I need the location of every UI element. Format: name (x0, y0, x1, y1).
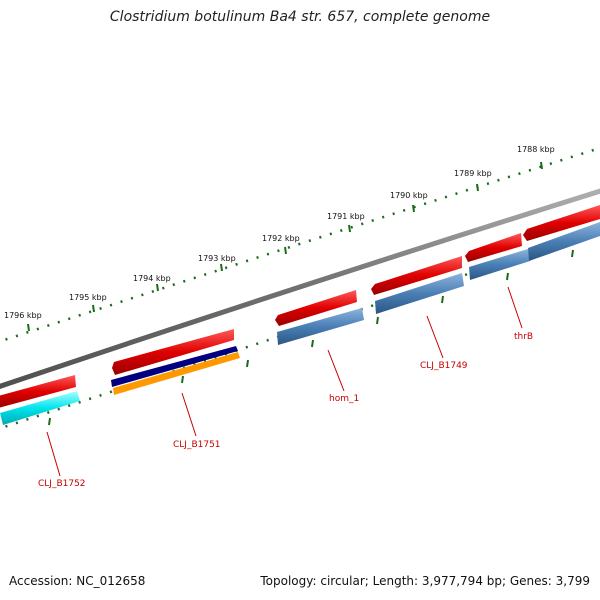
gene-feature[interactable] (523, 205, 600, 241)
gene-feature[interactable] (465, 233, 522, 262)
backbone-arc (0, 188, 600, 389)
kbp-label-1796: 1796 kbp (4, 311, 42, 320)
outer-ruler-major-ticks (27, 161, 543, 332)
gene-label-thrB: thrB (514, 332, 533, 342)
gene-feature[interactable] (275, 290, 357, 326)
kbp-label-1788: 1788 kbp (517, 145, 555, 154)
gene-label-CLJ_B1752: CLJ_B1752 (38, 479, 86, 489)
cds-feature-navy[interactable] (111, 346, 238, 387)
kbp-label-1794: 1794 kbp (133, 274, 171, 283)
kbp-label-1789: 1789 kbp (454, 169, 492, 178)
kbp-label-1792: 1792 kbp (262, 234, 300, 243)
gene-label-CLJ_B1751: CLJ_B1751 (173, 440, 221, 450)
cds-feature-blue[interactable] (277, 308, 364, 345)
cds-feature-orange[interactable] (113, 352, 240, 395)
gene-label-hom_1: hom_1 (329, 394, 359, 404)
cds-feature-blue[interactable] (375, 273, 464, 314)
map-title: Clostridium botulinum Ba4 str. 657, comp… (109, 9, 491, 25)
cds-features (0, 222, 600, 425)
gene-feature[interactable] (0, 375, 76, 408)
outer-ruler (0, 146, 600, 343)
kbp-label-1791: 1791 kbp (327, 212, 365, 221)
genome-summary: Topology: circular; Length: 3,977,794 bp… (260, 574, 590, 588)
kbp-label-1795: 1795 kbp (69, 293, 107, 302)
kbp-label-1793: 1793 kbp (198, 254, 236, 263)
kbp-label-1790: 1790 kbp (390, 191, 428, 200)
gene-label-CLJ_B1749: CLJ_B1749 (420, 361, 468, 371)
gene-feature[interactable] (371, 256, 462, 295)
cds-feature-blue[interactable] (469, 249, 530, 280)
forward-genes (0, 205, 600, 408)
gene-label-leaders (46, 286, 523, 477)
accession-label: Accession: NC_012658 (9, 574, 146, 588)
outer-ruler-dots (0, 146, 600, 343)
cds-feature-cyan[interactable] (0, 391, 80, 425)
cds-feature-blue[interactable] (528, 222, 600, 261)
inner-ruler-major-ticks (48, 249, 574, 426)
gene-feature[interactable] (112, 329, 234, 375)
